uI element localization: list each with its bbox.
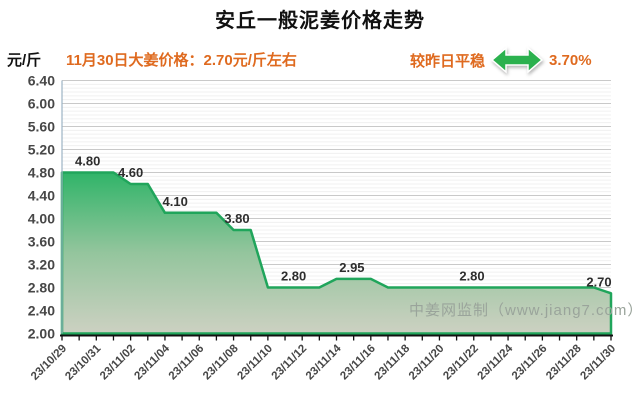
y-tick-label: 3.60: [28, 234, 55, 250]
double-arrow-shape: [490, 46, 544, 74]
y-tick-label: 4.40: [28, 188, 55, 204]
x-tick-label: 23/11/26: [510, 343, 550, 383]
x-tick-label: 23/11/22: [441, 343, 481, 383]
point-value-label: 2.70: [586, 274, 611, 289]
y-tick-label: 4.80: [28, 165, 55, 181]
point-value-label: 4.60: [118, 165, 143, 180]
trend-indicator: 较昨日平稳 3.70%: [410, 45, 618, 75]
x-tick-label: 23/10/29: [29, 343, 69, 383]
series-layer: [60, 171, 613, 335]
x-tick-label: 23/11/14: [304, 342, 344, 382]
y-tick-label: 6.40: [28, 73, 55, 89]
point-value-label: 2.95: [339, 260, 364, 275]
price-area: [60, 171, 613, 335]
x-tick-label: 23/11/16: [338, 343, 378, 383]
y-tick-label: 4.00: [28, 211, 55, 227]
trend-percent: 3.70%: [549, 51, 592, 69]
x-tick-label: 23/11/28: [544, 342, 584, 382]
y-tick-label: 2.80: [28, 280, 55, 296]
y-tick-label: 3.20: [28, 257, 55, 273]
x-tick-label: 23/11/08: [201, 342, 241, 382]
y-tick-label: 2.00: [28, 326, 55, 342]
point-value-label: 2.80: [459, 269, 484, 284]
watermark: 中姜网监制（www.jiang7.com）: [409, 302, 640, 319]
x-tick-label: 23/10/31: [63, 342, 104, 383]
y-tick-label: 2.40: [28, 303, 55, 319]
x-tick-label: 23/11/06: [167, 343, 207, 383]
x-tick-label: 23/11/04: [132, 342, 172, 382]
point-value-label: 4.80: [75, 154, 100, 169]
y-tick-label: 5.20: [28, 142, 55, 158]
x-tick-label: 23/11/24: [476, 342, 516, 382]
axis-layer: [60, 80, 613, 341]
x-tick-label: 23/11/02: [98, 343, 138, 383]
price-note: 11月30日大姜价格：2.70元/斤左右: [66, 52, 297, 69]
x-tick-label: 23/11/12: [270, 343, 310, 383]
point-value-label: 3.80: [224, 211, 249, 226]
trend-label: 较昨日平稳: [410, 52, 486, 70]
x-tick-label: 23/11/18: [373, 342, 413, 382]
y-tick-label: 5.60: [28, 119, 55, 135]
y-axis-unit-label: 元/斤: [7, 52, 42, 69]
y-tick-label: 6.00: [28, 96, 55, 112]
x-tick-label: 23/11/30: [578, 343, 618, 383]
x-tick-label: 23/11/20: [407, 343, 447, 383]
point-value-label: 4.10: [163, 194, 188, 209]
double-arrow-icon: [490, 46, 544, 74]
point-value-label: 2.80: [281, 269, 306, 284]
page-title: 安丘一般泥姜价格走势: [215, 10, 425, 32]
x-tick-label: 23/11/10: [235, 343, 275, 383]
